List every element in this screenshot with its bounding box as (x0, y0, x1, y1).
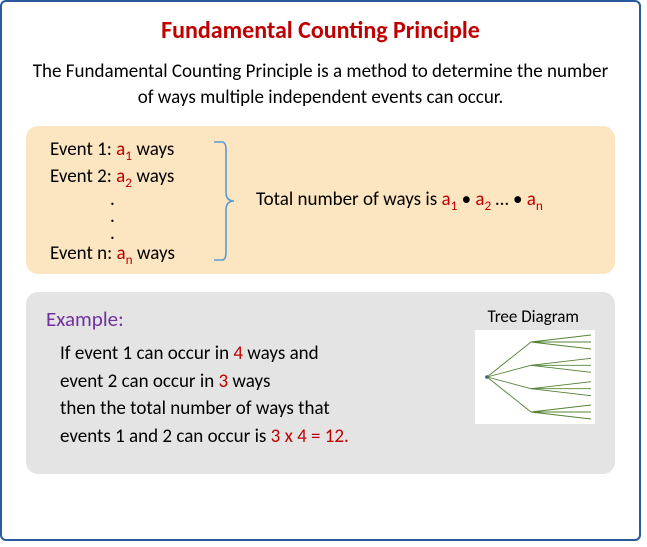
tree-label: Tree Diagram (488, 306, 580, 327)
page-title: Fundamental Counting Principle (2, 2, 639, 45)
principle-box: Event 1: a1 ways Event 2: a2 ways ... Ev… (26, 126, 615, 274)
total-formula: Total number of ways is a1 • a2 … • an (256, 188, 543, 214)
event-1: Event 1: a1 ways (50, 138, 175, 164)
main-container: Fundamental Counting Principle The Funda… (0, 0, 641, 541)
vertical-dots: ... (50, 191, 175, 242)
bracket-icon (210, 140, 236, 262)
example-box: Example: If event 1 can occur in 4 ways … (26, 292, 615, 474)
event-n: Event n: an ways (50, 242, 175, 268)
events-list: Event 1: a1 ways Event 2: a2 ways ... Ev… (50, 138, 175, 269)
tree-diagram (475, 330, 595, 424)
intro-text: The Fundamental Counting Principle is a … (2, 45, 639, 126)
